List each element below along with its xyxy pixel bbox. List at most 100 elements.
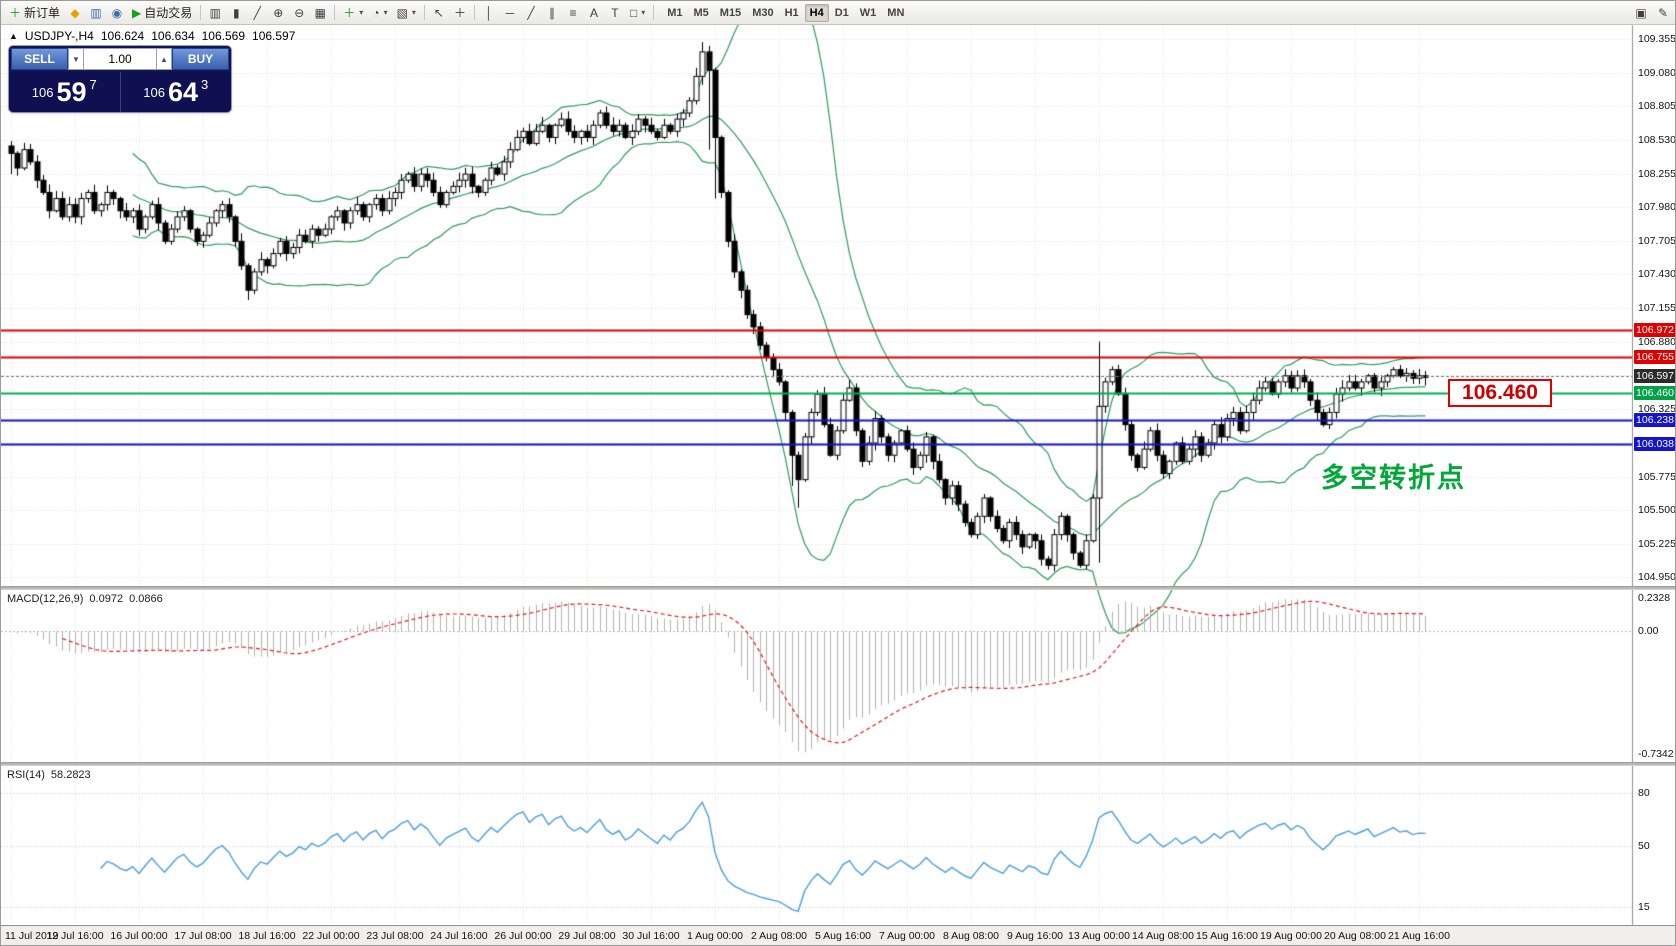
toolbar: ＋新订单 ◆ ▥ ◉ ▶ 自动交易 ▥ ▮ ╱ ⊕ ⊖ ▦ ＋ ▾ ◔ ▾ ▧ ▾ ↖ ＋ │ ─ ╱ ∥ ≡ A T □ ▾ M1 M5 M… <box>1 1 1675 25</box>
indicators-add-icon: ＋ <box>343 5 356 20</box>
buy-price-main: 106 <box>143 84 165 100</box>
panel-separator[interactable] <box>1 762 1675 766</box>
text-icon: A <box>589 5 598 20</box>
timeframe-group: M1 M5 M15 M30 H1 H4 D1 W1 MN <box>662 3 909 22</box>
macd-main-value: 0.0972 <box>89 593 124 605</box>
tile-windows-button[interactable]: ▦ <box>310 3 330 23</box>
rsi-value: 58.2823 <box>50 769 91 781</box>
toolbar-separator <box>334 5 336 20</box>
window-restore-icon: ▣ <box>1635 5 1647 20</box>
timeframe-w1-button[interactable]: W1 <box>859 6 877 19</box>
trend-line-button[interactable]: ╱ <box>521 3 541 23</box>
templates-button[interactable]: ▧ ▾ <box>393 3 420 23</box>
volume-increase-button[interactable]: ▲ <box>156 48 172 70</box>
macd-signal-value: 0.0866 <box>129 593 163 605</box>
equidistant-channel-button[interactable]: ∥ <box>542 3 562 23</box>
zoom-out-button[interactable]: ⊖ <box>289 3 309 23</box>
price-tag[interactable]: 106.755 <box>1634 349 1675 364</box>
vertical-line-button[interactable]: │ <box>479 3 499 23</box>
timeframe-h1-button[interactable]: H1 <box>784 6 799 19</box>
caret-down-icon: ▾ <box>359 8 364 17</box>
panel-separator[interactable] <box>1 586 1675 590</box>
window-restore-button[interactable]: ▣ <box>1631 3 1651 23</box>
crosshair-icon: ＋ <box>453 5 466 20</box>
chart-properties-button[interactable]: ✎ <box>1653 3 1673 23</box>
toolbar-separator <box>200 5 202 20</box>
chart-candles-button[interactable]: ▮ <box>226 3 246 23</box>
price-tag[interactable]: 106.038 <box>1634 437 1675 452</box>
rsi-indicator-label: RSI(14) 58.2823 <box>7 769 91 781</box>
ohlc-open: 106.624 <box>100 29 145 43</box>
timeframe-d1-button[interactable]: D1 <box>834 6 849 19</box>
sell-price-pip: 7 <box>89 77 97 92</box>
timeframe-m5-button[interactable]: M5 <box>693 6 709 19</box>
volume-decrease-button[interactable]: ▼ <box>68 48 84 70</box>
periods-icon: ◔ <box>372 5 380 20</box>
new-order-icon: ＋ <box>9 5 22 20</box>
market-watch-button[interactable]: ▥ <box>86 3 106 23</box>
cursor-button[interactable]: ↖ <box>429 3 449 23</box>
one-click-toggle-icon[interactable]: ▲ <box>9 31 18 41</box>
chart-bars-button[interactable]: ▥ <box>205 3 225 23</box>
zoom-in-button[interactable]: ⊕ <box>268 3 288 23</box>
chart-properties-icon: ✎ <box>1657 5 1669 20</box>
tile-windows-icon: ▦ <box>314 5 326 20</box>
one-click-quotes: 106 59 7 106 64 3 <box>9 72 231 112</box>
buy-price-pip: 3 <box>201 77 209 92</box>
metaquotes-button[interactable]: ◆ <box>65 3 85 23</box>
quote-divider <box>119 72 121 112</box>
buy-quote[interactable]: 106 64 3 <box>121 72 232 112</box>
equidistant-channel-icon: ∥ <box>548 5 555 20</box>
buy-button[interactable]: BUY <box>172 48 229 70</box>
data-window-icon: ◉ <box>111 5 123 20</box>
turning-point-annotation: 多空转折点 <box>1321 463 1466 493</box>
shapes-button[interactable]: □ ▾ <box>626 3 649 23</box>
volume-input[interactable] <box>84 48 156 70</box>
timeframe-m30-button[interactable]: M30 <box>752 6 774 19</box>
text-label-button[interactable]: T <box>605 3 625 23</box>
auto-trading-button[interactable]: ▶ 自动交易 <box>128 3 196 23</box>
fibonacci-icon: ≡ <box>569 5 577 20</box>
sell-button[interactable]: SELL <box>11 48 68 70</box>
data-window-button[interactable]: ◉ <box>107 3 127 23</box>
sell-quote[interactable]: 106 59 7 <box>9 72 120 112</box>
new-order-label: 新订单 <box>24 6 61 20</box>
rsi-name: RSI(14) <box>7 769 45 781</box>
text-label-icon: T <box>611 5 619 20</box>
auto-trading-icon: ▶ <box>132 5 142 20</box>
ohlc-low: 106.569 <box>201 29 246 43</box>
horizontal-line-icon: ─ <box>505 5 515 20</box>
caret-down-icon: ▾ <box>411 8 416 17</box>
text-button[interactable]: A <box>584 3 604 23</box>
chart-line-button[interactable]: ╱ <box>247 3 267 23</box>
new-order-button[interactable]: ＋新订单 <box>5 3 64 23</box>
price-tag[interactable]: 106.597 <box>1634 369 1675 384</box>
chart-bars-icon: ▥ <box>209 5 221 20</box>
sell-price-main: 106 <box>31 84 54 100</box>
trend-line-icon: ╱ <box>527 5 535 20</box>
templates-icon: ▧ <box>396 5 408 20</box>
vertical-line-icon: │ <box>485 5 493 20</box>
one-click-trading-panel: SELL ▼ ▲ BUY 106 59 7 106 64 3 <box>9 46 231 112</box>
price-tag[interactable]: 106.460 <box>1634 385 1675 400</box>
price-tag[interactable]: 106.238 <box>1634 413 1675 428</box>
timeframe-m15-button[interactable]: M15 <box>719 6 742 19</box>
price-callout-box: 106.460 <box>1448 379 1552 407</box>
timeframe-mn-button[interactable]: MN <box>887 6 905 19</box>
time-axis[interactable] <box>1 925 1675 945</box>
ohlc-high: 106.634 <box>151 29 195 43</box>
indicators-add-button[interactable]: ＋ ▾ <box>339 3 367 23</box>
timeframe-h4-button[interactable]: H4 <box>804 3 829 22</box>
price-tag[interactable]: 106.972 <box>1634 323 1675 338</box>
timeframe-m1-button[interactable]: M1 <box>667 6 683 19</box>
crosshair-button[interactable]: ＋ <box>450 3 470 23</box>
macd-indicator-label: MACD(12,26,9) 0.0972 0.0866 <box>7 593 163 605</box>
toolbar-separator <box>473 5 475 20</box>
periods-button[interactable]: ◔ ▾ <box>368 3 391 23</box>
zoom-out-icon: ⊖ <box>294 5 305 20</box>
fibonacci-button[interactable]: ≡ <box>563 3 583 23</box>
horizontal-line-button[interactable]: ─ <box>500 3 520 23</box>
chart-candles-icon: ▮ <box>232 5 240 20</box>
